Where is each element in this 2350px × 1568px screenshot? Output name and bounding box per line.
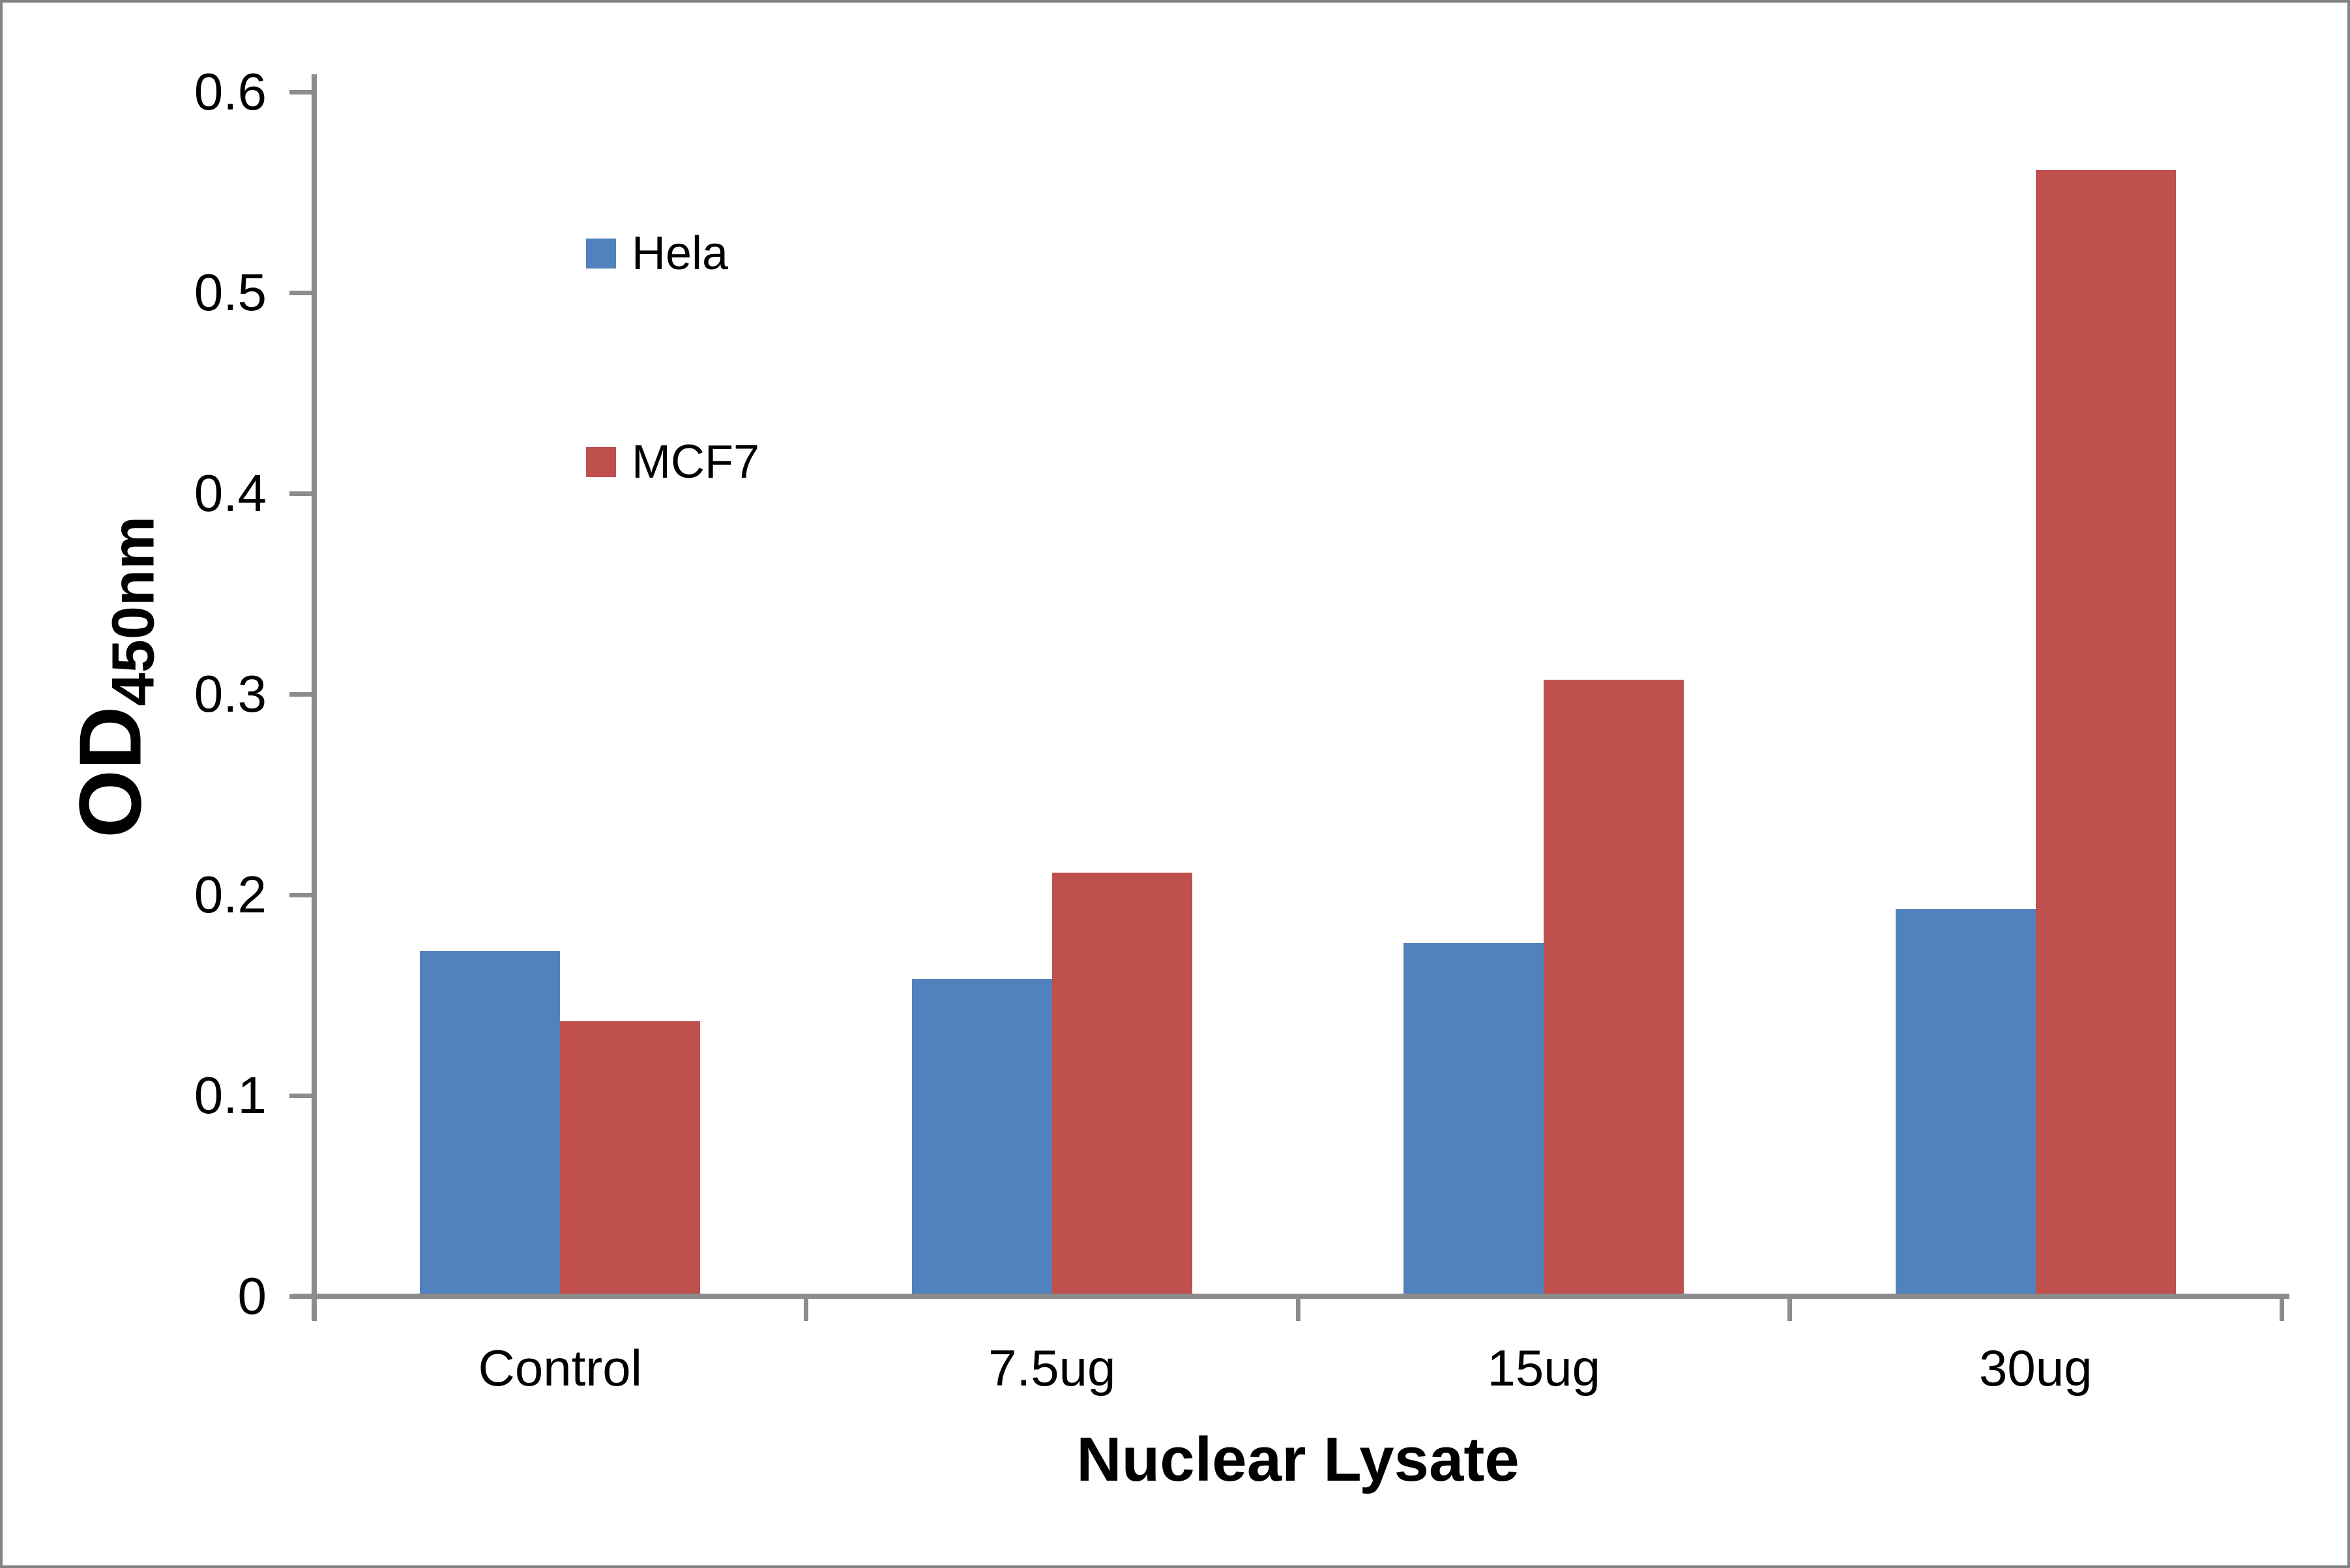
- x-axis-tick: [312, 1296, 317, 1321]
- x-category-label: Control: [478, 1339, 642, 1397]
- y-axis-tick-label: 0.2: [194, 865, 267, 923]
- x-category-label: 15ug: [1487, 1339, 1601, 1397]
- x-axis-tick: [1295, 1296, 1300, 1321]
- legend-label-mcf7: MCF7: [632, 436, 759, 488]
- bar-hela-15ug: [1403, 943, 1544, 1296]
- y-axis-tick: [289, 89, 314, 94]
- legend-swatch-hela: [586, 239, 616, 269]
- y-axis-tick-label: 0.5: [194, 263, 267, 321]
- legend-swatch-mcf7: [586, 447, 616, 477]
- y-axis-tick-label: 0.4: [194, 464, 267, 522]
- bar-hela-control: [420, 951, 561, 1296]
- x-category-label: 30ug: [1978, 1339, 2093, 1397]
- y-axis-tick-label: 0.1: [194, 1066, 267, 1124]
- y-axis-title-subscript: 450nm: [100, 516, 167, 706]
- y-axis-tick: [289, 1093, 314, 1098]
- x-axis-line: [293, 1294, 2289, 1299]
- x-axis-tick: [2279, 1296, 2284, 1321]
- y-axis-line: [312, 74, 317, 1320]
- y-axis-tick-label: 0: [237, 1267, 267, 1325]
- legend-entry-hela: Hela: [586, 230, 821, 277]
- x-category-label: 7.5ug: [988, 1339, 1116, 1397]
- y-axis-tick: [289, 892, 314, 897]
- bar-mcf7-control: [560, 1021, 701, 1296]
- x-axis-tick: [804, 1296, 808, 1321]
- y-axis-tick-label: 0.6: [194, 63, 267, 121]
- y-axis-title-main: OD: [61, 706, 160, 839]
- bar-mcf7-15ug: [1544, 680, 1684, 1296]
- y-axis-tick: [289, 691, 314, 697]
- y-axis-title: OD450nm: [60, 516, 167, 839]
- y-axis-tick: [289, 290, 314, 295]
- bar-mcf7-7.5ug: [1051, 873, 1192, 1296]
- legend-entry-mcf7: MCF7: [586, 439, 821, 486]
- legend-label-hela: Hela: [632, 227, 729, 280]
- bar-hela-7.5ug: [911, 979, 1052, 1296]
- x-axis-title: Nuclear Lysate: [1076, 1425, 1520, 1494]
- bar-hela-30ug: [1895, 909, 2036, 1296]
- x-axis-tick: [1787, 1296, 1792, 1321]
- bar-mcf7-30ug: [2035, 170, 2176, 1296]
- y-axis-tick-label: 0.3: [194, 665, 267, 723]
- y-axis-tick: [289, 491, 314, 496]
